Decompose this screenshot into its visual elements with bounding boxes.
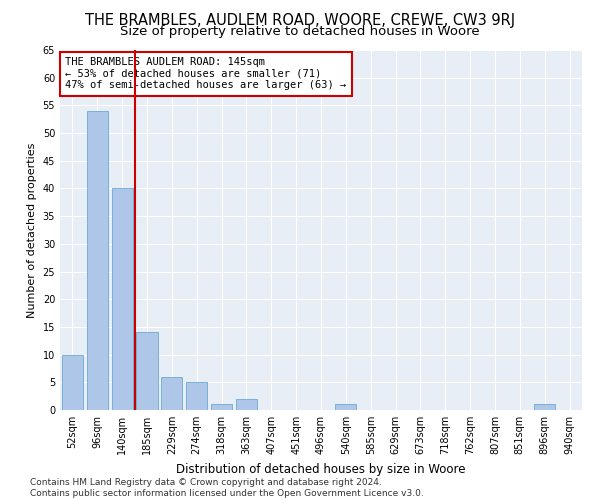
Y-axis label: Number of detached properties: Number of detached properties <box>27 142 37 318</box>
Text: THE BRAMBLES, AUDLEM ROAD, WOORE, CREWE, CW3 9RJ: THE BRAMBLES, AUDLEM ROAD, WOORE, CREWE,… <box>85 12 515 28</box>
Text: THE BRAMBLES AUDLEM ROAD: 145sqm
← 53% of detached houses are smaller (71)
47% o: THE BRAMBLES AUDLEM ROAD: 145sqm ← 53% o… <box>65 57 346 90</box>
Bar <box>112 188 133 410</box>
Bar <box>62 354 83 410</box>
Bar <box>136 332 158 410</box>
Text: Size of property relative to detached houses in Woore: Size of property relative to detached ho… <box>120 25 480 38</box>
Bar <box>534 404 555 410</box>
Bar <box>161 377 182 410</box>
Bar <box>186 382 207 410</box>
Text: Contains HM Land Registry data © Crown copyright and database right 2024.
Contai: Contains HM Land Registry data © Crown c… <box>30 478 424 498</box>
Bar <box>236 399 257 410</box>
Bar <box>335 404 356 410</box>
Bar <box>87 111 108 410</box>
X-axis label: Distribution of detached houses by size in Woore: Distribution of detached houses by size … <box>176 462 466 475</box>
Bar <box>211 404 232 410</box>
